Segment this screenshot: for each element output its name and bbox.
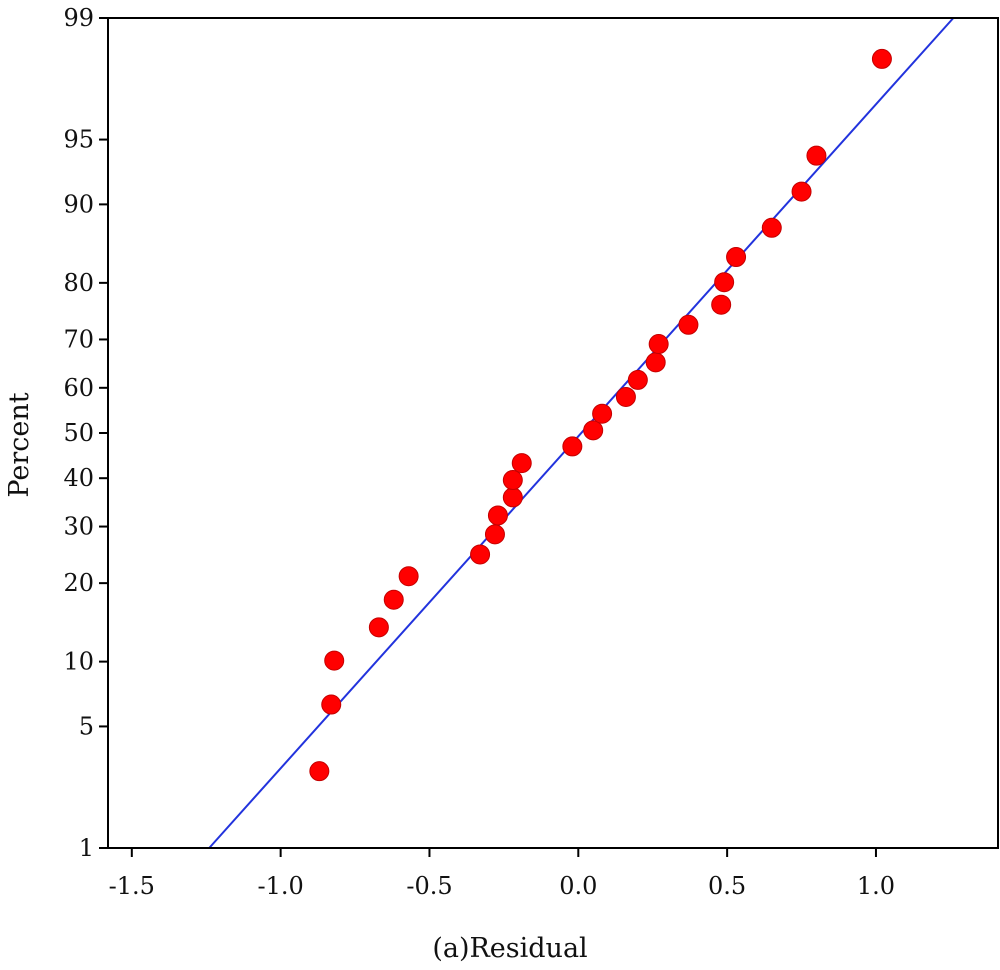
- data-point: [714, 272, 735, 293]
- data-point: [321, 694, 342, 715]
- x-tick-label: 0.5: [708, 872, 746, 900]
- data-point: [871, 48, 892, 69]
- y-tick-label: 90: [63, 190, 94, 218]
- y-tick-label: 5: [79, 712, 94, 740]
- y-tick-label: 99: [63, 4, 94, 32]
- data-point: [502, 470, 523, 491]
- x-axis-ticks: -1.5 -1.0 -0.5 0.0 0.5 1.0: [109, 848, 895, 900]
- y-tick-label: 10: [63, 648, 94, 676]
- data-point: [791, 181, 812, 202]
- data-point: [502, 487, 523, 508]
- data-point: [368, 617, 389, 638]
- data-point: [309, 761, 330, 782]
- x-tick-label: 0.0: [559, 872, 597, 900]
- x-axis-title: (a)Residual: [432, 933, 587, 964]
- y-tick-label: 60: [63, 374, 94, 402]
- data-point: [562, 436, 583, 457]
- data-point: [398, 566, 419, 587]
- y-axis-title: Percent: [4, 392, 35, 497]
- y-tick-label: 80: [63, 269, 94, 297]
- y-tick-label: 95: [63, 126, 94, 154]
- data-point: [470, 544, 491, 565]
- y-tick-label: 50: [63, 419, 94, 447]
- y-axis-ticks: 1 5 10 20 30 40 50 60 70 80 90 95 99: [63, 4, 108, 862]
- data-point: [806, 145, 827, 166]
- data-point: [592, 403, 613, 424]
- data-point: [761, 217, 782, 238]
- data-point: [583, 420, 604, 441]
- y-tick-label: 20: [63, 569, 94, 597]
- y-tick-label: 40: [63, 464, 94, 492]
- data-point: [511, 453, 532, 474]
- data-point: [726, 247, 747, 268]
- data-point: [678, 314, 699, 335]
- y-tick-label: 1: [79, 834, 94, 862]
- y-tick-label: 30: [63, 513, 94, 541]
- x-tick-label: -0.5: [406, 872, 452, 900]
- data-point: [487, 505, 508, 526]
- data-point: [627, 369, 648, 390]
- data-point: [484, 524, 505, 545]
- x-tick-label: 1.0: [857, 872, 895, 900]
- data-point: [711, 294, 732, 315]
- x-tick-label: -1.0: [257, 872, 303, 900]
- data-point: [324, 650, 345, 671]
- data-point: [383, 589, 404, 610]
- x-tick-label: -1.5: [109, 872, 155, 900]
- data-point: [648, 334, 669, 355]
- y-tick-label: 70: [63, 325, 94, 353]
- data-point: [615, 386, 636, 407]
- data-point: [645, 352, 666, 373]
- data-points-layer: [309, 48, 892, 782]
